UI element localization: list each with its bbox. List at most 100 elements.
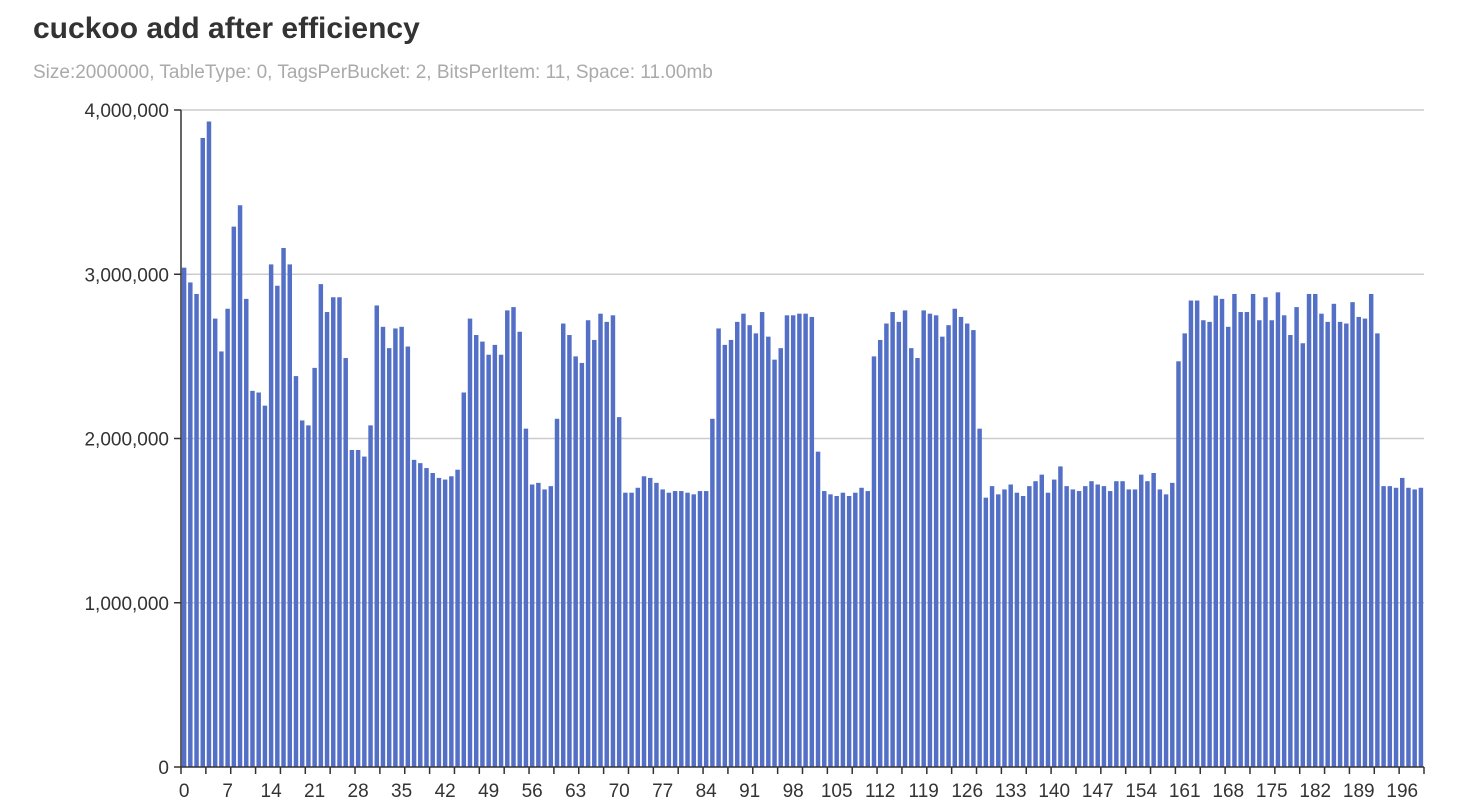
bar [679,491,684,767]
bar [262,405,268,767]
x-tick-label: 56 [522,781,543,802]
bar [1250,293,1256,767]
bar [1300,343,1306,767]
bar [996,494,1001,767]
bar [486,354,491,767]
bar [436,477,442,767]
x-tick-label: 28 [348,781,369,802]
bar [393,328,398,767]
bar [1051,479,1057,767]
bar [654,482,659,767]
x-tick-label: 105 [821,781,853,802]
bar [281,247,286,768]
bar [318,284,324,767]
bar [411,459,417,767]
x-tick-label: 7 [222,781,233,802]
bar [194,293,199,767]
x-tick-label: 49 [478,781,499,802]
bar [598,313,603,767]
bar [1120,481,1125,767]
bar [225,308,230,767]
bar [349,450,355,767]
bar [449,476,454,767]
bar [1027,486,1032,767]
bar [884,323,889,767]
x-tick-label: 140 [1038,781,1070,802]
bar [1368,293,1374,767]
bar [946,325,951,767]
bar [181,267,187,767]
bar [480,341,485,767]
bar [523,428,529,767]
bar [703,491,709,767]
bar [1213,295,1219,767]
bar [1313,293,1318,767]
x-tick-label: 70 [609,781,630,802]
bar [1163,494,1169,767]
bar [1319,313,1324,767]
bar [1281,315,1287,767]
bar [722,344,728,767]
bar [592,339,597,767]
axes [174,109,1425,774]
bar [1126,489,1132,767]
bar [386,348,392,767]
bar [1008,484,1013,767]
y-tick-label: 0 [158,758,169,779]
bar [560,323,566,767]
bar [548,486,554,767]
bar [250,390,255,767]
bar [1045,492,1051,767]
bar [1257,320,1262,767]
bar [355,450,361,767]
bar [927,313,933,767]
bar [1182,333,1187,767]
bar [231,226,237,767]
bar [1145,481,1150,767]
chart-subtitle: Size:2000000, TableType: 0, TagsPerBucke… [33,62,713,83]
x-tick-label: 84 [696,781,718,802]
bar [529,484,535,767]
bar [710,418,715,767]
bar [343,358,348,767]
bar [188,282,193,767]
x-tick-label: 35 [391,781,412,802]
x-tick-label: 168 [1212,781,1244,802]
bar [1331,303,1337,767]
bar [1020,495,1026,767]
bar [331,297,336,767]
bar [766,336,771,767]
bar [697,491,703,767]
bar [554,418,560,767]
bar [641,476,647,767]
x-tick-label: 14 [261,781,283,802]
x-tick-label: 0 [179,781,190,802]
bar [542,489,547,767]
bar [467,318,473,767]
x-tick-label: 154 [1125,781,1157,802]
y-tick-label: 1,000,000 [84,594,169,615]
bar [1375,333,1380,767]
bar [368,425,373,767]
y-tick-label: 3,000,000 [84,265,169,286]
bar [809,316,815,767]
bar [1132,489,1138,767]
bar [1170,482,1175,767]
bar [312,367,317,767]
bar [1337,321,1343,767]
bar [1157,489,1163,767]
bar [380,326,386,767]
bar [846,495,852,767]
chart-title: cuckoo add after efficiency [33,12,420,45]
tick-labels: 0 1,000,000 2,000,000 3,000,000 4,000,000 0 7 1… [84,101,1418,802]
bar [1288,335,1293,767]
x-tick-label: 182 [1299,781,1331,802]
bar [983,497,989,767]
bar [1325,321,1330,767]
bar [1400,477,1405,767]
bar [492,344,498,767]
bar [685,492,690,767]
x-tick-label: 189 [1343,781,1375,802]
bar [1138,474,1144,767]
